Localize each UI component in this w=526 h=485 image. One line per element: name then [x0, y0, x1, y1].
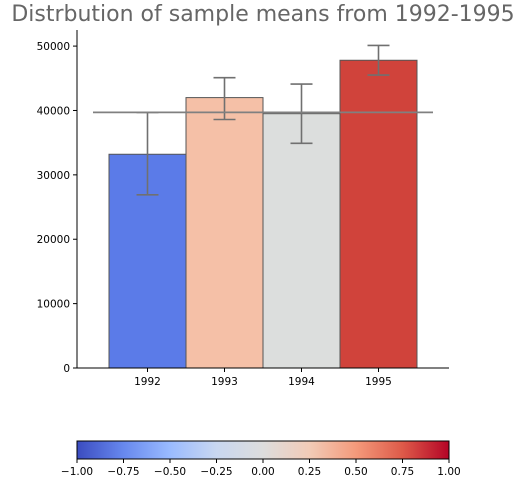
bar-1995 — [339, 59, 418, 369]
error-bars-layer — [93, 44, 433, 196]
y-tick-label: 0 — [63, 363, 70, 375]
colorbar-tick-label: 1.00 — [437, 466, 460, 478]
error-bar-1995 — [367, 44, 390, 76]
y-tick-label: 40000 — [37, 105, 70, 117]
x-tick-label: 1992 — [134, 376, 161, 388]
colorbar-tick-label: −0.75 — [107, 466, 139, 478]
colorbar-tick-label: −0.50 — [154, 466, 186, 478]
axes-layer: 0 10000 20000 30000 40000 50000 1992 1993 1994 19… — [37, 30, 449, 388]
x-tick-label: 1995 — [365, 376, 392, 388]
colorbar-tick-label: 0.50 — [344, 466, 367, 478]
colorbar-tick-label: 0.25 — [298, 466, 321, 478]
colorbar: −1.00 −0.75 −0.50 −0.25 0.00 0.25 0.50 0.75 1.00 — [61, 440, 461, 478]
bar-1994 — [262, 113, 341, 369]
bar-1993 — [185, 97, 264, 369]
y-tick-label: 20000 — [37, 234, 70, 246]
x-tick-label: 1994 — [288, 376, 315, 388]
bars-layer — [108, 59, 418, 369]
y-tick-label: 50000 — [37, 41, 70, 53]
error-bar-1994 — [290, 83, 313, 145]
colorbar-tick-label: 0.00 — [251, 466, 274, 478]
colorbar-gradient — [76, 440, 450, 460]
chart-title: Distrbution of sample means from 1992-19… — [11, 2, 515, 27]
x-tick-label: 1993 — [211, 376, 238, 388]
y-tick-label: 30000 — [37, 170, 70, 182]
colorbar-tick-label: 0.75 — [391, 466, 414, 478]
colorbar-tick-label: −0.25 — [200, 466, 232, 478]
y-tick-label: 10000 — [37, 299, 70, 311]
colorbar-tick-label: −1.00 — [61, 466, 93, 478]
